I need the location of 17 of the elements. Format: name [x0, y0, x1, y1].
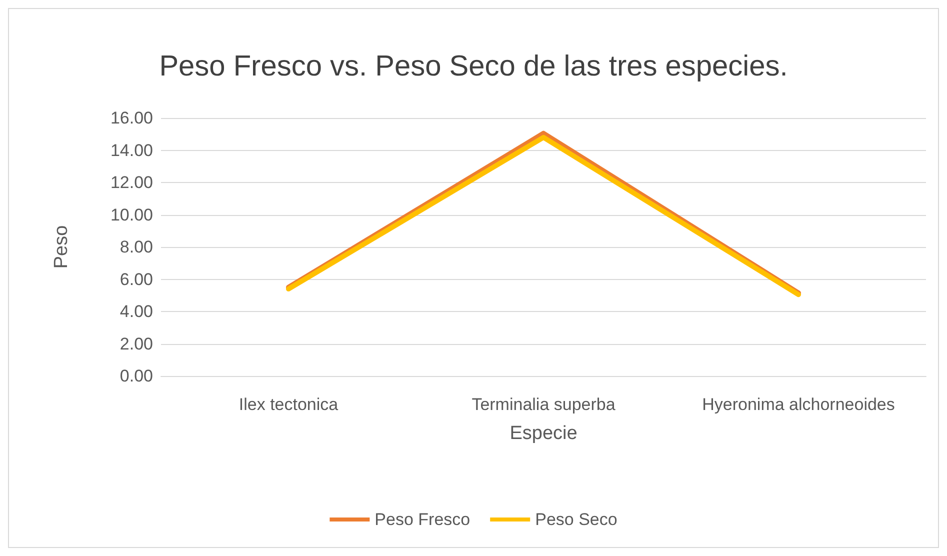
y-axis-title: Peso: [51, 225, 72, 269]
y-tick-label: 14.00: [110, 140, 153, 160]
y-tick-label: 6.00: [120, 270, 153, 289]
y-tick-label: 10.00: [110, 205, 153, 224]
y-tick-label: 12.00: [110, 173, 153, 192]
chart-title: Peso Fresco vs. Peso Seco de las tres especies.: [159, 50, 788, 82]
x-tick-label: Terminalia superba: [472, 395, 616, 414]
x-tick-label: Ilex tectonica: [238, 395, 339, 414]
x-axis-title: Especie: [510, 423, 578, 444]
y-tick-label: 2.00: [120, 334, 153, 354]
x-tick-label: Hyeronima alchorneoides: [702, 395, 895, 414]
y-tick-label: 4.00: [120, 302, 153, 321]
y-tick-label: 0.00: [120, 366, 153, 386]
legend-label: Peso Fresco: [374, 510, 470, 529]
y-tick-label: 16.00: [110, 108, 153, 128]
legend-label: Peso Seco: [535, 510, 618, 529]
y-tick-label: 8.00: [120, 238, 153, 256]
